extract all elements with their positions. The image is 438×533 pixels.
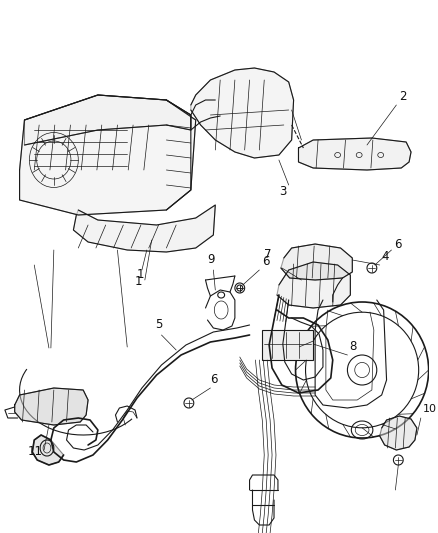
Polygon shape — [20, 95, 196, 215]
Text: 1: 1 — [135, 275, 142, 288]
Polygon shape — [298, 138, 411, 170]
Text: 1: 1 — [137, 268, 145, 281]
Text: 2: 2 — [399, 90, 407, 103]
Text: 4: 4 — [381, 250, 389, 263]
Text: 8: 8 — [350, 340, 357, 353]
Text: 3: 3 — [279, 185, 286, 198]
Text: 6: 6 — [394, 238, 402, 251]
Polygon shape — [191, 68, 293, 158]
Polygon shape — [25, 95, 191, 145]
Polygon shape — [277, 262, 350, 308]
Text: 6: 6 — [262, 255, 270, 268]
Polygon shape — [380, 416, 417, 450]
FancyBboxPatch shape — [262, 330, 313, 360]
Polygon shape — [74, 205, 215, 252]
Text: 9: 9 — [208, 253, 215, 266]
Polygon shape — [32, 435, 64, 465]
Text: 7: 7 — [264, 248, 272, 261]
Text: 10: 10 — [423, 404, 437, 414]
Text: 11: 11 — [28, 445, 42, 458]
Text: 5: 5 — [155, 318, 162, 331]
Text: 6: 6 — [210, 373, 218, 386]
Polygon shape — [15, 388, 88, 425]
Polygon shape — [281, 244, 352, 280]
